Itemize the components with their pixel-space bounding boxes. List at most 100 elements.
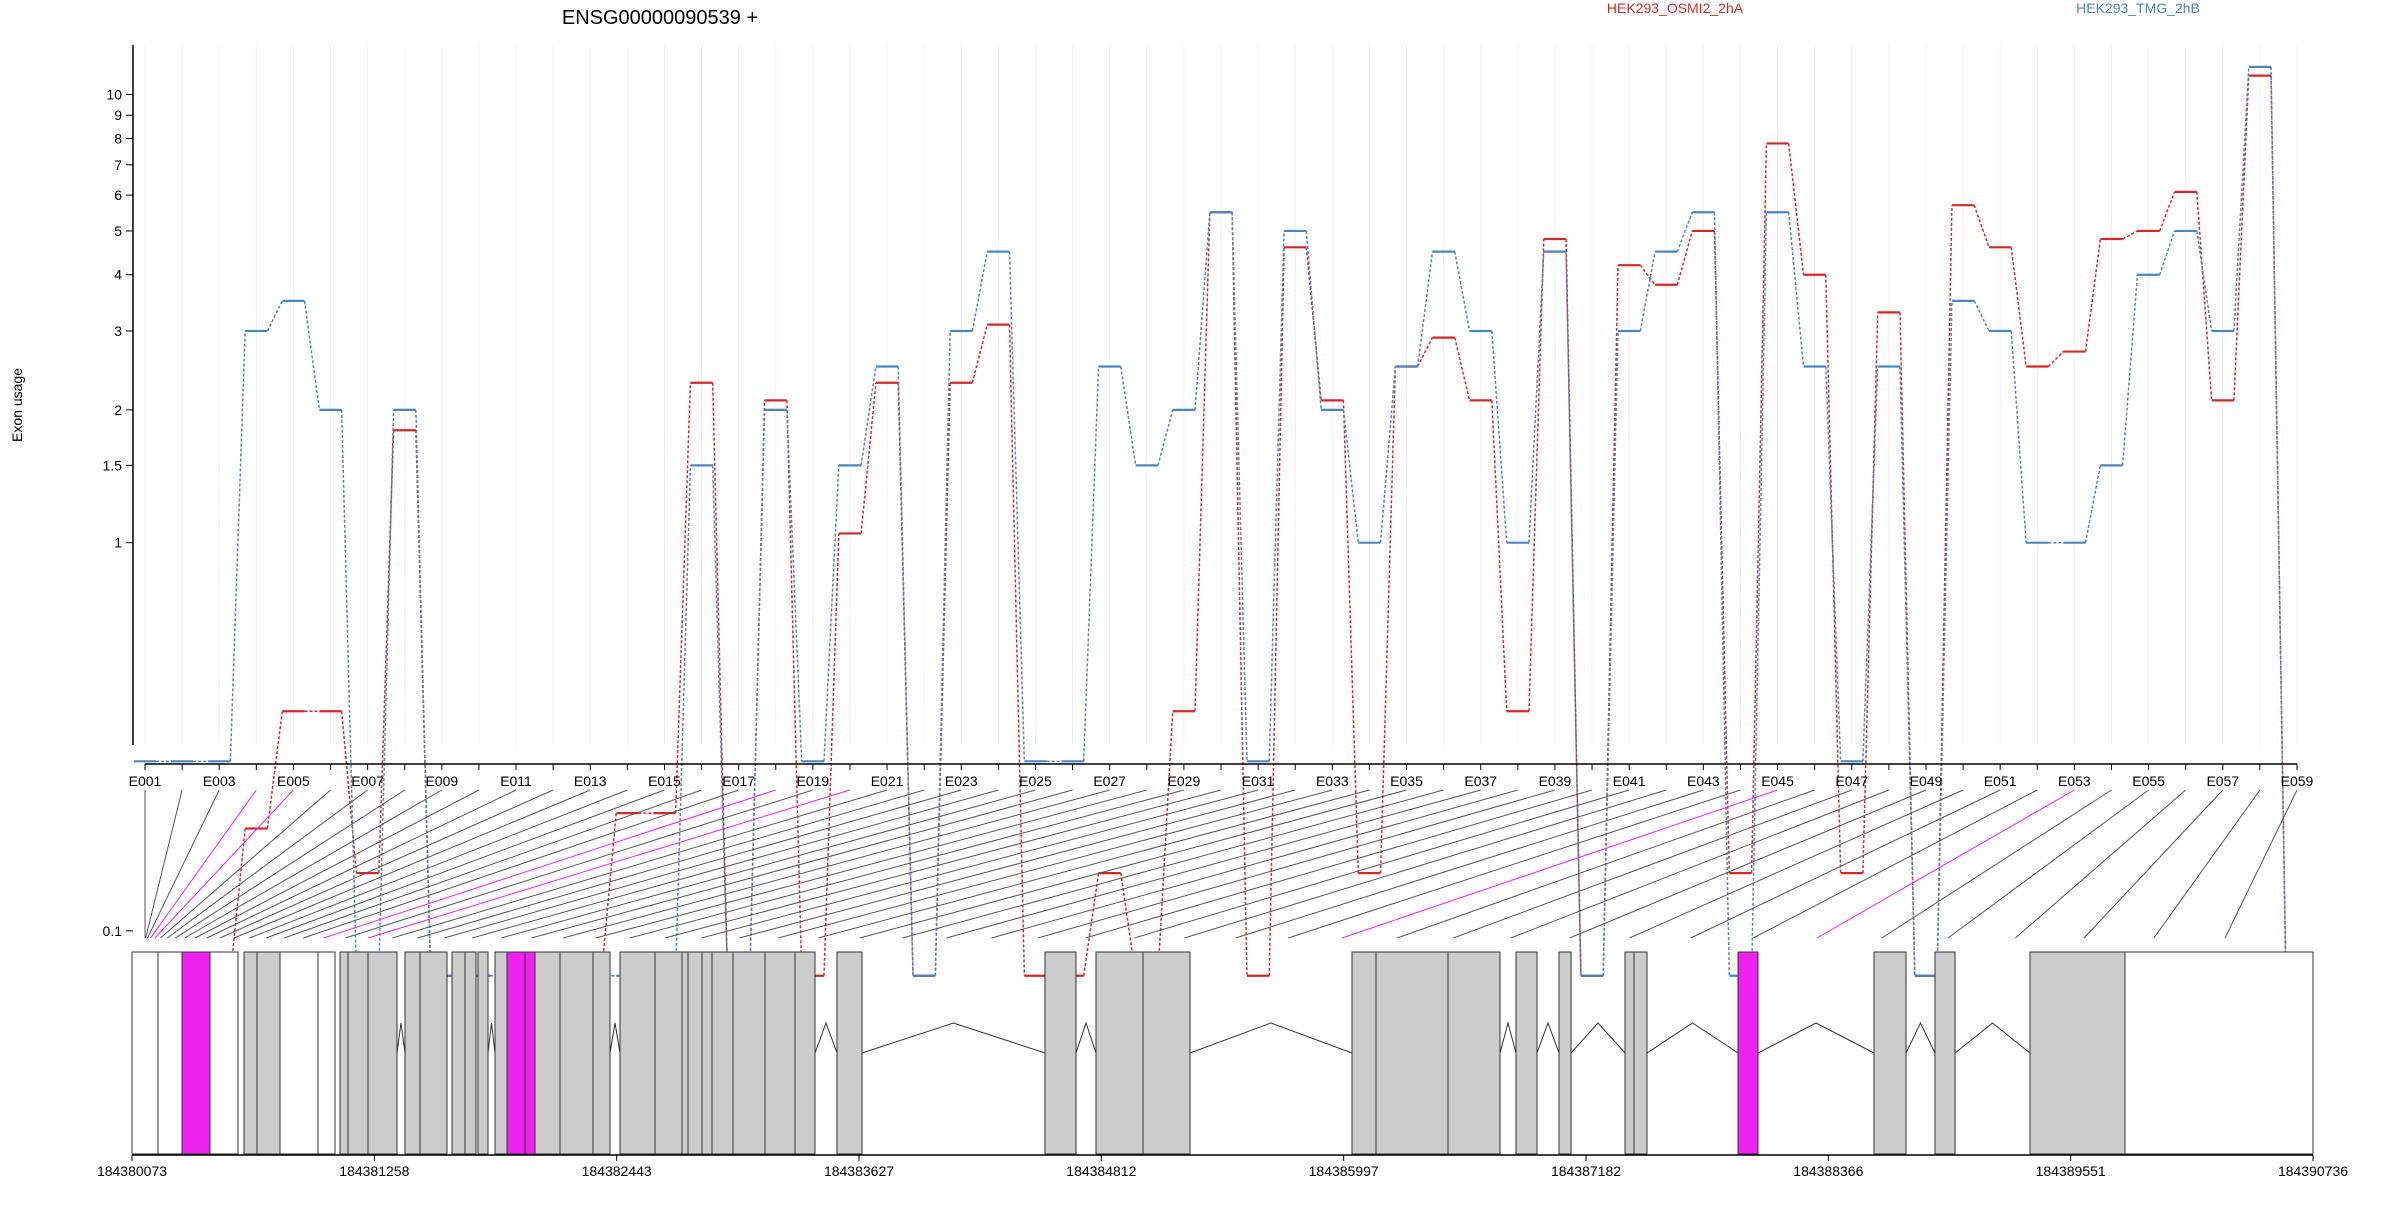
series-1-connector bbox=[2122, 230, 2138, 240]
coordinate-label: 184381258 bbox=[339, 1163, 409, 1179]
exon-box bbox=[209, 951, 239, 1155]
series-2-connector bbox=[1491, 330, 1508, 543]
y-tick-label: 0.1 bbox=[103, 923, 123, 939]
series-2-connector bbox=[711, 465, 729, 976]
series-1-connector bbox=[1639, 264, 1656, 286]
series-1-connector bbox=[1268, 247, 1285, 976]
x-tick-label: E033 bbox=[1316, 773, 1349, 789]
exon-connector bbox=[1037, 789, 1556, 939]
exon-connector bbox=[323, 789, 776, 939]
exon-connector bbox=[664, 789, 1222, 939]
exon-box bbox=[157, 951, 183, 1155]
series-1-connector bbox=[1082, 873, 1100, 976]
exon-box bbox=[1873, 951, 1907, 1155]
series-1-connector bbox=[2270, 75, 2287, 976]
exon-connector bbox=[1288, 789, 1741, 939]
exon-connector bbox=[595, 789, 1147, 939]
series-2-connector bbox=[2121, 274, 2139, 466]
coordinate-label: 184390736 bbox=[2278, 1163, 2348, 1179]
series-2-connector bbox=[1416, 251, 1434, 367]
exon-box bbox=[681, 951, 689, 1155]
series-1-connector bbox=[1416, 337, 1434, 367]
x-tick-label: E007 bbox=[351, 773, 384, 789]
x-tick-label: E041 bbox=[1613, 773, 1646, 789]
exon-connector bbox=[1184, 789, 1667, 939]
y-tick-label: 8 bbox=[114, 130, 122, 146]
series-2-connector bbox=[1305, 230, 1322, 410]
series-2-connector bbox=[1120, 366, 1137, 466]
exon-box bbox=[794, 951, 816, 1155]
x-tick-label: E003 bbox=[203, 773, 236, 789]
series-1-connector bbox=[1787, 143, 1805, 275]
exon-connector bbox=[1947, 789, 2149, 939]
series-2-connector bbox=[1787, 212, 1805, 367]
x-tick-label: E045 bbox=[1761, 773, 1794, 789]
exon-box bbox=[279, 951, 319, 1155]
series-1-connector bbox=[674, 382, 692, 814]
x-tick-label: E051 bbox=[1984, 773, 2017, 789]
exon-connector bbox=[701, 789, 1259, 939]
exon-box bbox=[419, 951, 448, 1155]
exon-box bbox=[619, 951, 656, 1155]
legend-series-1: HEK293_OSMI2_2hA bbox=[1607, 0, 1744, 16]
exon-box bbox=[524, 951, 536, 1155]
y-tick-label: 6 bbox=[114, 187, 122, 203]
series-1-connector bbox=[1602, 265, 1619, 976]
series-2-connector bbox=[1342, 409, 1360, 543]
exon-connector bbox=[184, 789, 443, 939]
exon-connector bbox=[1085, 789, 1593, 939]
gene-model bbox=[131, 951, 2314, 1155]
series-1-connector bbox=[1936, 205, 1953, 976]
x-tick-label: E009 bbox=[425, 773, 458, 789]
intron-line bbox=[487, 1022, 496, 1054]
x-tick-label: E001 bbox=[129, 773, 162, 789]
x-tick-label: E029 bbox=[1168, 773, 1201, 789]
axes: 0.1 1 1.5 2 3 4 5 6 7 8 9 10 bbox=[103, 45, 134, 939]
exon-connector bbox=[175, 789, 405, 939]
exon-box bbox=[339, 951, 349, 1155]
exon-box bbox=[764, 951, 796, 1155]
series-1-connector bbox=[1491, 400, 1508, 712]
series-2-connector bbox=[1454, 251, 1471, 332]
x-tick-label: E047 bbox=[1835, 773, 1868, 789]
series-1-connector bbox=[1194, 212, 1211, 712]
series-2-connector bbox=[674, 465, 692, 976]
exon-box bbox=[1934, 951, 1956, 1155]
exon-connector bbox=[1510, 789, 1890, 939]
exon-connector bbox=[471, 789, 999, 939]
x-tick-label: E035 bbox=[1390, 773, 1423, 789]
exon-connector bbox=[303, 789, 739, 939]
exon-connector bbox=[145, 789, 183, 939]
exon-connector bbox=[283, 789, 702, 939]
exon-connector bbox=[166, 789, 368, 939]
x-tick-label: E027 bbox=[1093, 773, 1126, 789]
exon-connector bbox=[629, 789, 1185, 939]
series-2-connector bbox=[2233, 66, 2250, 332]
series-2-connector bbox=[1565, 251, 1582, 976]
intron-line bbox=[1499, 1021, 1517, 1054]
exon-connector bbox=[150, 789, 257, 939]
exon-connector bbox=[1134, 789, 1630, 939]
series-1-connector bbox=[1342, 400, 1360, 874]
y-tick-label: 10 bbox=[106, 86, 122, 102]
intron-line bbox=[1075, 1021, 1097, 1054]
exon-box bbox=[1044, 951, 1077, 1155]
exon-box bbox=[592, 951, 611, 1155]
series-1-connector bbox=[1305, 247, 1322, 401]
legend-series-2: HEK293_TMG_2hB bbox=[2076, 0, 2200, 16]
y-tick-label: 4 bbox=[114, 267, 122, 283]
exon-connector bbox=[154, 789, 294, 939]
series-1-connector bbox=[2047, 351, 2064, 368]
series-1-connector bbox=[711, 382, 729, 976]
series-2-connector bbox=[2010, 330, 2027, 543]
exon-connector bbox=[219, 789, 554, 939]
grid bbox=[144, 45, 2298, 745]
x-axis: E001 E003 E005 E007 E009 E011 E013 E015 E017 E019… bbox=[129, 763, 2314, 789]
x-tick-label: E053 bbox=[2058, 773, 2091, 789]
x-tick-label: E031 bbox=[1242, 773, 1275, 789]
x-tick-label: E021 bbox=[871, 773, 904, 789]
chart-title: ENSG00000090539 + bbox=[562, 7, 758, 29]
exon-connector bbox=[1396, 789, 1815, 939]
intron-line bbox=[1189, 1022, 1353, 1054]
y-tick-label: 1 bbox=[114, 535, 122, 551]
